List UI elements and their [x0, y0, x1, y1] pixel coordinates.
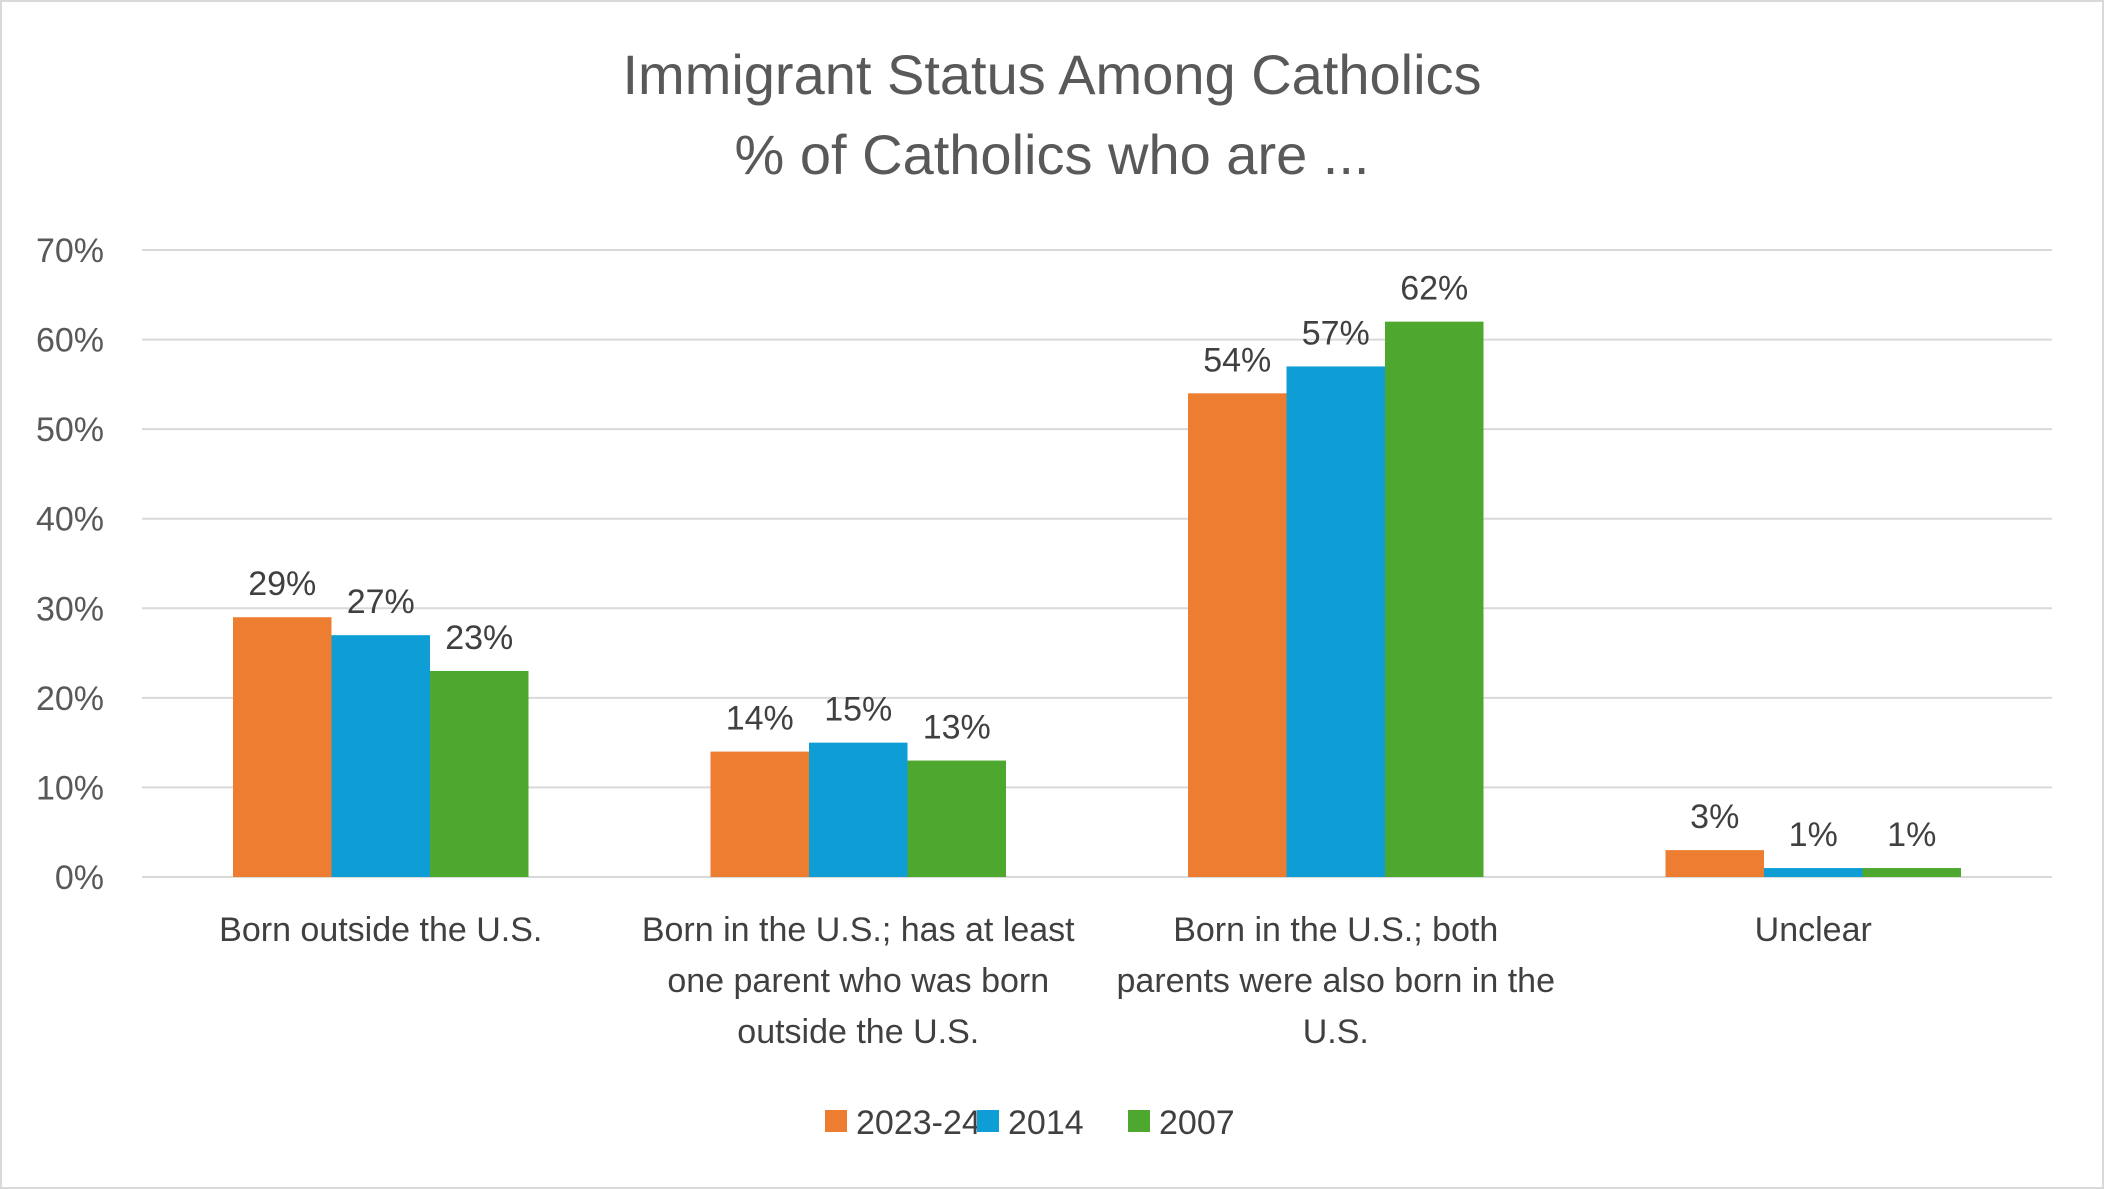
category-label-3-line-2: parents were also born in the: [1117, 962, 1555, 1000]
bar-2014-cat-4: [1764, 868, 1863, 877]
category-label-3-line-3: U.S.: [1303, 1013, 1369, 1051]
category-label-4-line-1: Unclear: [1755, 911, 1872, 949]
bar-2014-cat-3: [1286, 366, 1385, 877]
legend-swatch-2007: [1128, 1110, 1150, 1132]
data-label-2014-cat-1: 27%: [347, 583, 415, 621]
y-tick-label-70: 70%: [36, 232, 104, 270]
y-axis-ticks: 0% 10% 20% 30% 40% 50% 60% 70%: [36, 232, 104, 897]
category-label-2-line-2: one parent who was born: [667, 962, 1049, 1000]
category-label-3-line-1: Born in the U.S.; both: [1173, 911, 1498, 949]
data-label-2014-cat-2: 15%: [824, 691, 892, 729]
chart-title-line-1: Immigrant Status Among Catholics: [622, 43, 1481, 106]
data-label-2023-24-cat-4: 3%: [1690, 798, 1739, 836]
bar-2007-cat-2: [907, 760, 1006, 877]
chart-title: Immigrant Status Among Catholics % of Cat…: [622, 43, 1481, 186]
data-label-2007-cat-2: 13%: [923, 709, 991, 747]
bars: [233, 321, 1961, 878]
y-tick-label-0: 0%: [55, 859, 104, 897]
y-tick-label-60: 60%: [36, 322, 104, 360]
legend-label-2007: 2007: [1159, 1104, 1235, 1142]
data-label-2007-cat-4: 1%: [1887, 816, 1936, 854]
y-tick-label-30: 30%: [36, 590, 104, 628]
bar-2007-cat-3: [1385, 321, 1484, 878]
x-axis-categories: Born outside the U.S. Born in the U.S.; h…: [219, 911, 1872, 1051]
bar-2007-cat-1: [430, 670, 529, 877]
category-label-1-line-1: Born outside the U.S.: [219, 911, 542, 949]
legend-label-2023-24: 2023-24: [856, 1104, 981, 1142]
legend-swatch-2023-24: [825, 1110, 847, 1132]
data-label-2007-cat-1: 23%: [445, 619, 513, 657]
bar-2014-cat-1: [331, 635, 430, 877]
bar-2007-cat-4: [1862, 868, 1961, 877]
y-tick-label-10: 10%: [36, 769, 104, 807]
bar-2023-24-cat-1: [233, 617, 332, 877]
y-tick-label-40: 40%: [36, 501, 104, 539]
bar-2023-24-cat-3: [1188, 393, 1287, 877]
y-tick-label-20: 20%: [36, 680, 104, 718]
data-label-2007-cat-3: 62%: [1400, 270, 1468, 308]
legend: 2023-24 2014 2007: [825, 1104, 1235, 1142]
data-labels: 29% 27% 23% 14% 15% 13% 54% 57% 62% 3% 1% 1%: [248, 270, 1936, 854]
data-label-2014-cat-3: 57%: [1302, 314, 1370, 352]
category-label-2-line-3: outside the U.S.: [737, 1013, 979, 1051]
y-tick-label-50: 50%: [36, 411, 104, 449]
legend-swatch-2014: [977, 1110, 999, 1132]
bar-2023-24-cat-2: [710, 751, 809, 877]
chart-title-line-2: % of Catholics who are ...: [735, 123, 1370, 186]
data-label-2023-24-cat-1: 29%: [248, 565, 316, 603]
bar-2023-24-cat-4: [1665, 850, 1764, 877]
bar-2014-cat-2: [809, 742, 908, 877]
data-label-2014-cat-4: 1%: [1789, 816, 1838, 854]
category-label-2-line-1: Born in the U.S.; has at least: [642, 911, 1075, 949]
legend-label-2014: 2014: [1008, 1104, 1084, 1142]
data-label-2023-24-cat-3: 54%: [1203, 341, 1271, 379]
data-label-2023-24-cat-2: 14%: [726, 700, 794, 738]
